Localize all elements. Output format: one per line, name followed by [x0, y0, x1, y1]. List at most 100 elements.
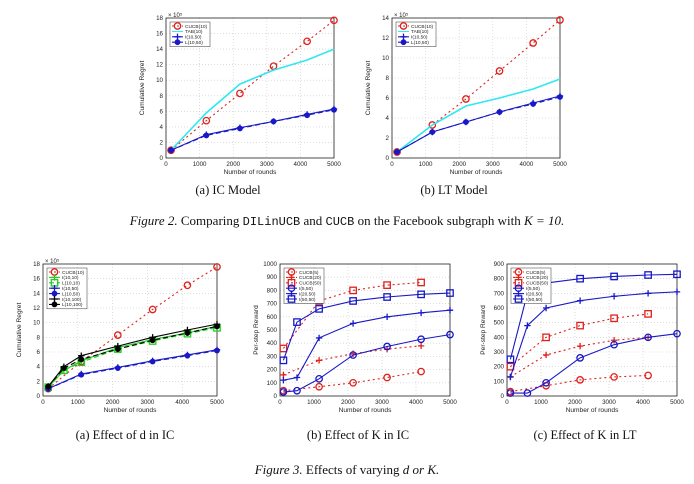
y-axis-label: Per-step Reward — [480, 305, 487, 355]
caption-effect-d-ic: (a) Effect of d in IC — [75, 428, 175, 442]
x-axis-label: Number of rounds — [104, 407, 157, 414]
data-point — [149, 337, 156, 344]
y-scale-label: × 10⁵ — [45, 258, 60, 265]
data-point — [184, 330, 191, 336]
plot-frame — [391, 17, 561, 159]
y-tick-label: 18 — [33, 261, 40, 268]
data-point — [417, 290, 425, 299]
y-tick-label: 4 — [37, 364, 41, 371]
y-tick-label: 300 — [494, 349, 505, 356]
series-line — [396, 19, 561, 153]
y-tick-label: 8 — [160, 93, 164, 100]
data-point — [394, 149, 400, 155]
y-tick-label: 700 — [267, 301, 278, 308]
y-tick-label: 300 — [267, 353, 278, 360]
legend-marker — [287, 295, 296, 303]
data-point — [114, 365, 121, 372]
data-point — [280, 376, 287, 384]
legend-label: CUCB(10) — [411, 24, 434, 30]
data-point — [293, 374, 301, 381]
chart-lt-model: 0 1000 2000 3000 4000 5000 0 2 4 6 8 10 12 14 × 10⁵ Num… — [365, 12, 567, 176]
legend-label: I(10,50) — [185, 35, 202, 41]
chart-ic-model: 0 1000 2000 3000 4000 5000 0 2 4 6 8 10 12 14 16 18 × 10… — [139, 12, 341, 176]
data-point — [183, 281, 192, 290]
series-i-5-50 — [279, 330, 454, 396]
legend-marker — [51, 285, 58, 292]
y-tick-label: 8 — [386, 75, 390, 82]
series-line — [510, 313, 649, 368]
data-point — [507, 373, 514, 381]
legend-label: TAB(10) — [411, 29, 429, 35]
data-point — [60, 365, 67, 372]
data-point — [576, 342, 584, 350]
data-point — [279, 388, 288, 396]
legend-label: L(10,10) — [62, 281, 80, 287]
y-tick-label: 400 — [494, 334, 505, 341]
figure-3-math: d or K. — [402, 462, 440, 477]
series-line — [283, 345, 422, 376]
figure-2-code-dilinucb: DILinUCB — [242, 215, 301, 229]
figure-2-caption: Figure 2. Comparing DILinUCB and CUCB on… — [0, 213, 694, 229]
x-tick-label: 0 — [41, 399, 45, 406]
data-point — [523, 389, 532, 397]
legend-label: I(10,100) — [62, 297, 82, 303]
y-tick-label: 800 — [267, 287, 278, 294]
plot-frame — [42, 263, 218, 397]
data-point — [463, 119, 469, 125]
series-line — [283, 334, 451, 393]
legend: CUCB(5)CUCB(20)CUCB(50)I(5,50)I(20,50)I(… — [283, 267, 325, 304]
data-point — [149, 358, 156, 365]
series-i-20-50 — [507, 288, 681, 381]
series-line — [47, 266, 218, 390]
figure-2-pre: Comparing — [180, 213, 240, 228]
data-point — [148, 305, 157, 314]
figure-2-post: on the Facebook subgraph with — [357, 213, 521, 228]
legend-marker — [514, 295, 523, 303]
y-tick-label: 2 — [37, 378, 41, 385]
chart-effect-k-ic: 0 1000 2000 3000 4000 5000 0 100 200 300 400 500 600… — [253, 261, 457, 414]
x-tick-label: 3000 — [260, 161, 274, 168]
x-tick-label: 3000 — [486, 161, 500, 168]
legend-marker — [174, 33, 181, 40]
y-tick-label: 8 — [37, 334, 41, 341]
y-tick-label: 14 — [156, 46, 163, 53]
data-point — [417, 335, 425, 344]
data-point — [610, 337, 618, 344]
data-point — [542, 378, 550, 387]
y-tick-label: 100 — [267, 380, 278, 387]
x-tick-label: 2000 — [452, 161, 466, 168]
data-point — [673, 288, 681, 296]
data-point — [330, 16, 338, 25]
data-point — [429, 129, 436, 135]
y-tick-label: 500 — [267, 327, 278, 334]
x-tick-label: 4000 — [294, 161, 308, 168]
x-tick-label: 2000 — [226, 161, 240, 168]
y-tick-label: 100 — [494, 378, 505, 385]
x-tick-label: 1000 — [71, 399, 85, 406]
legend-label: TAB(10) — [185, 29, 203, 35]
data-point — [349, 320, 357, 327]
legend-label: I(5,50) — [526, 286, 540, 292]
data-point — [446, 307, 454, 314]
figure-3-text: Effects of varying — [305, 462, 400, 477]
series-l-10-50 — [394, 94, 563, 155]
data-point — [556, 16, 564, 24]
x-tick-label: 0 — [164, 161, 168, 168]
data-point — [383, 373, 391, 382]
series-line — [509, 291, 678, 378]
y-tick-label: 600 — [267, 314, 278, 321]
series-l-10-50 — [168, 106, 337, 154]
series-cucb-5 — [506, 371, 652, 396]
series-i-10-50 — [167, 105, 338, 154]
data-point — [506, 389, 515, 397]
series-i-10-50 — [393, 92, 564, 156]
data-point — [530, 101, 537, 107]
y-tick-label: 2 — [386, 135, 390, 142]
legend-label: L(10,50) — [185, 40, 203, 46]
y-tick-label: 16 — [156, 31, 163, 38]
tick-labels: 0 1000 2000 3000 4000 5000 0 100 200 300 400 500 600… — [494, 261, 685, 406]
legend-label: L(10,50) — [62, 291, 80, 297]
x-axis-label: Number of rounds — [339, 407, 392, 414]
x-tick-label: 3000 — [375, 399, 389, 406]
data-point — [557, 94, 563, 100]
